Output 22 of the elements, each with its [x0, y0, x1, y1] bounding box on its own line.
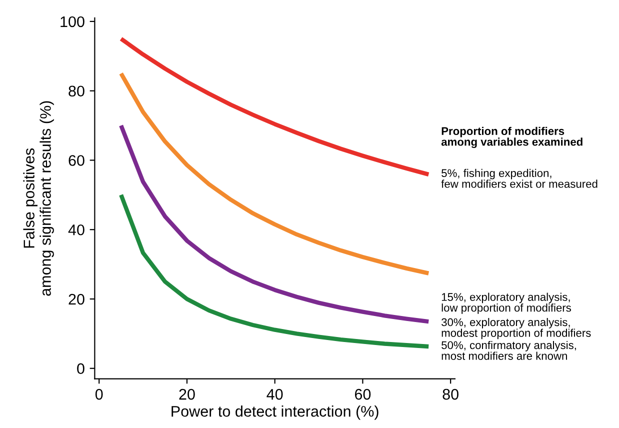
line-series	[118, 71, 431, 276]
y-tick-label: 80	[68, 86, 84, 97]
y-tick-label: 0	[77, 363, 84, 374]
series-label: 30%, exploratory analysis, modest proportion of modifiers	[442, 318, 591, 340]
x-tick-label: 60	[354, 388, 371, 400]
y-tick-label: 40	[68, 224, 84, 236]
x-tick-label: 80	[442, 388, 458, 400]
series-label: 5%, fishing expedition, few modifiers exist or measured	[441, 168, 598, 188]
x-axis-title: Power to detect interaction (%)	[172, 406, 378, 420]
y-axis-title: False positives among significant results (%)	[23, 101, 54, 296]
x-tick-label: 40	[266, 388, 283, 400]
y-tick-label: 20	[68, 294, 84, 305]
y-tick-label: 100	[60, 16, 84, 28]
series-label: 50%, confirmatory analysis, most modifiers are known	[442, 340, 576, 360]
line-series	[118, 192, 431, 349]
y-tick-label: 60	[68, 155, 84, 166]
x-tick-label: 20	[179, 388, 195, 400]
line-series	[118, 123, 431, 324]
line-series	[118, 36, 431, 177]
legend-title: Proportion of modifiers among variables examined	[441, 126, 582, 148]
text: 15%, exploratory analysis, low proportion of modifiers	[442, 292, 572, 314]
x-tick-label: 0	[95, 388, 103, 400]
